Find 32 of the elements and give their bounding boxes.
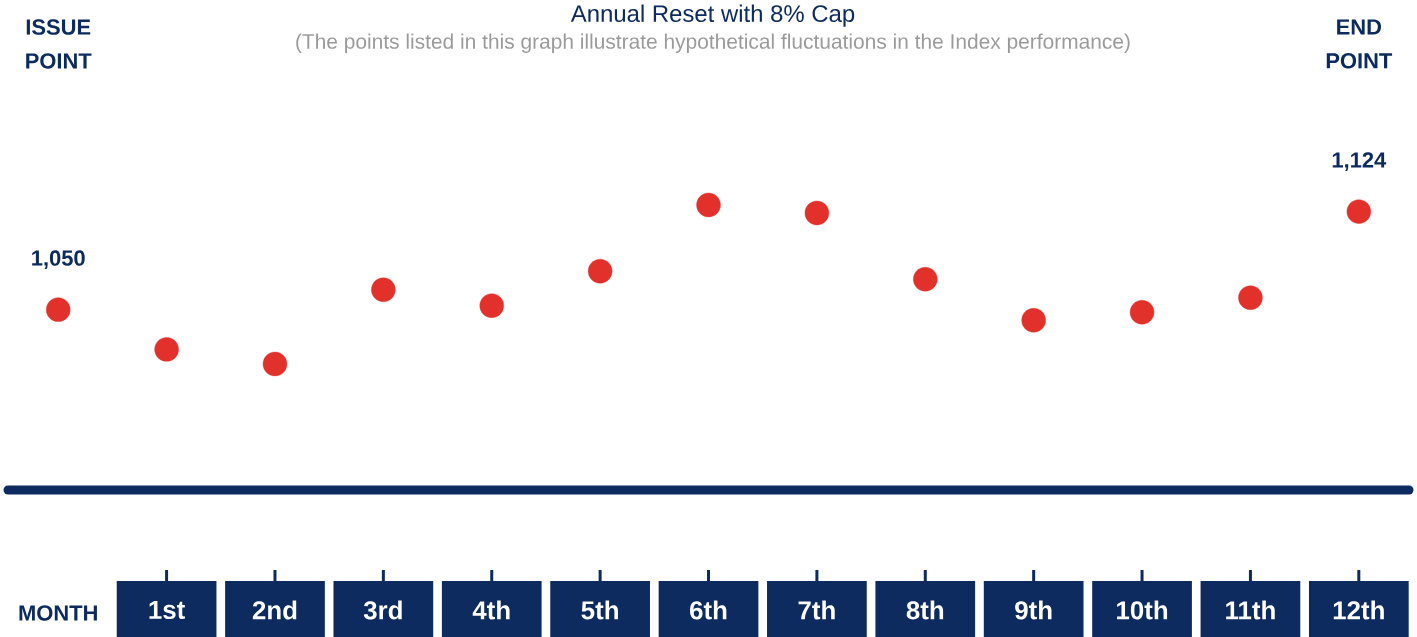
x-tick-label: 8th xyxy=(906,600,944,620)
data-label: 1,050 xyxy=(32,250,85,269)
point xyxy=(262,351,288,377)
text: END POINT xyxy=(1326,19,1393,69)
point xyxy=(913,267,938,292)
text: ISSUE POINT xyxy=(26,19,92,69)
x-tick-label: 7th xyxy=(798,600,835,620)
x-tick-label: 1st xyxy=(149,600,185,620)
point xyxy=(587,259,613,284)
point xyxy=(154,337,179,362)
point xyxy=(1346,199,1371,224)
x-tick-label: 4th xyxy=(472,600,510,620)
chart-subtitle: (The points listed in this graph illustrate hypothetical fluctuations in the Index performance) xyxy=(296,33,1130,54)
x-tick-label: 6th xyxy=(690,600,727,620)
x-tick-label: 11th xyxy=(1226,600,1275,620)
point xyxy=(371,277,396,302)
data-label: 1,124 xyxy=(1332,152,1387,171)
x-tick-label: 2nd xyxy=(252,600,297,620)
chart-title: Annual Reset with 8% Cap xyxy=(570,4,855,27)
x-tick-label: 12th xyxy=(1333,600,1384,620)
x-tick-label: 5th xyxy=(581,600,618,620)
x-tick-label: 3rd xyxy=(363,600,402,620)
point xyxy=(1129,300,1155,325)
point xyxy=(1238,285,1263,310)
x-tick-label: 9th xyxy=(1015,600,1052,620)
point xyxy=(696,192,721,218)
point xyxy=(804,200,830,226)
x-axis-title: MONTH xyxy=(19,605,97,621)
x-tick-label: 10th xyxy=(1117,600,1168,620)
point xyxy=(479,293,504,318)
point xyxy=(1021,308,1046,333)
point xyxy=(46,297,71,322)
